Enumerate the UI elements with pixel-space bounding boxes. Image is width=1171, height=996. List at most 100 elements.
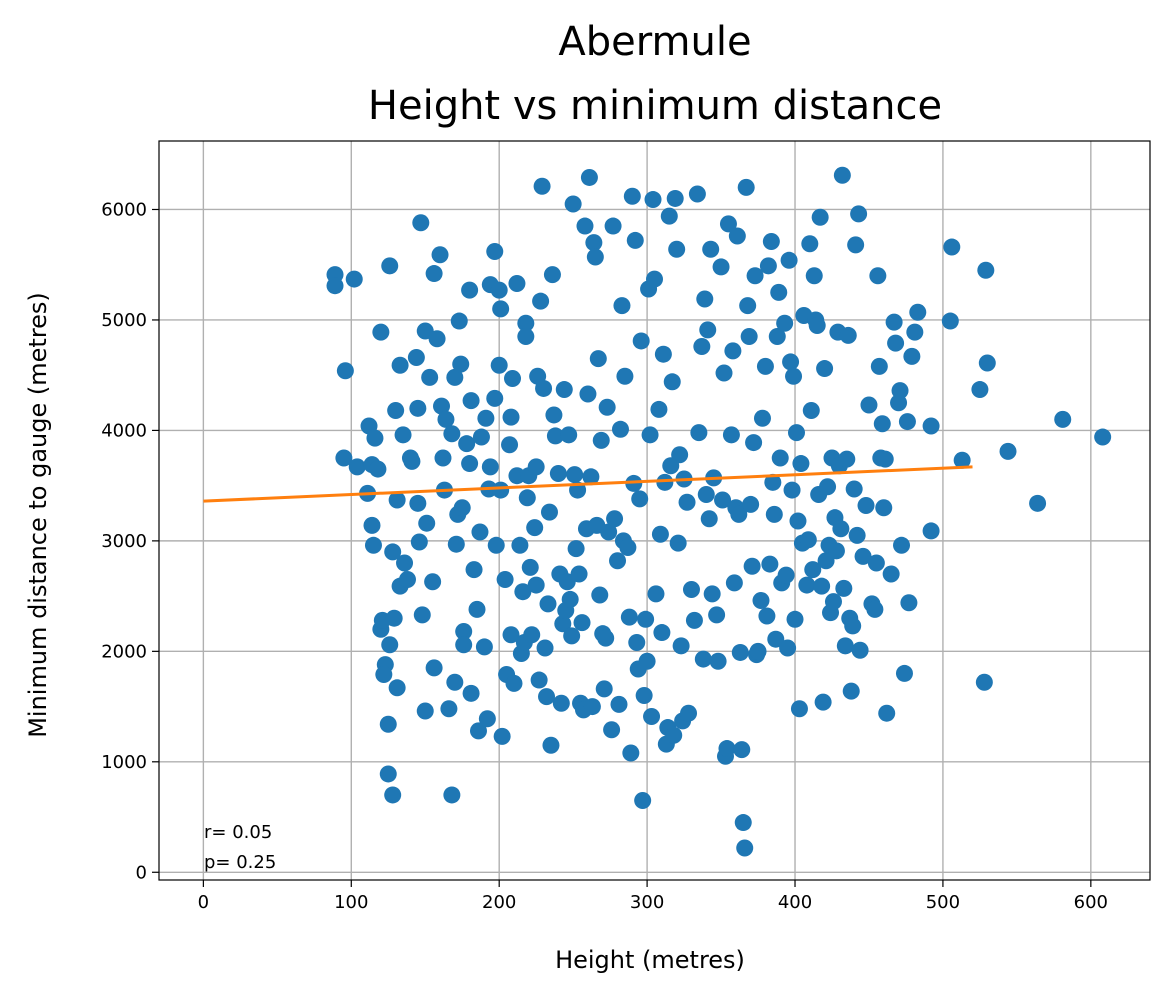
data-point: [685, 611, 703, 629]
data-point: [688, 185, 706, 203]
data-point: [770, 283, 788, 301]
data-point: [626, 231, 644, 249]
data-point: [563, 627, 581, 645]
data-point: [409, 399, 427, 417]
data-point: [379, 765, 397, 783]
data-point: [637, 610, 655, 628]
data-point: [722, 426, 740, 444]
data-point: [756, 357, 774, 375]
chart-title-line-1: Abermule: [558, 19, 752, 65]
data-point: [876, 450, 894, 468]
data-point: [387, 402, 405, 420]
data-point: [450, 312, 468, 330]
data-point: [492, 481, 510, 499]
data-point: [582, 468, 600, 486]
data-point: [1054, 410, 1072, 428]
data-point: [787, 424, 805, 442]
data-point: [424, 573, 442, 591]
data-point: [656, 473, 674, 491]
data-point: [953, 451, 971, 469]
data-point: [496, 571, 514, 589]
data-point: [481, 458, 499, 476]
data-point: [421, 368, 439, 386]
data-point: [407, 349, 425, 367]
x-tick-label: 500: [926, 892, 960, 913]
data-point: [762, 233, 780, 251]
data-point: [682, 580, 700, 598]
data-point: [786, 610, 804, 628]
data-point: [699, 321, 717, 339]
data-point: [663, 373, 681, 391]
data-point: [671, 446, 689, 464]
data-point: [870, 357, 888, 375]
data-point: [554, 615, 572, 633]
data-point: [715, 364, 733, 382]
data-point: [764, 473, 782, 491]
y-tick-label: 4000: [101, 420, 147, 441]
data-point: [922, 522, 940, 540]
data-point: [866, 600, 884, 618]
data-point: [742, 495, 760, 513]
data-point: [749, 642, 767, 660]
data-point: [381, 636, 399, 654]
data-point: [345, 270, 363, 288]
data-point: [613, 297, 631, 315]
data-point: [653, 624, 671, 642]
data-point: [668, 240, 686, 258]
data-point: [943, 238, 961, 256]
data-point: [493, 727, 511, 745]
data-point: [530, 671, 548, 689]
fit-line: [203, 465, 973, 503]
data-point: [799, 531, 817, 549]
p-value-annotation: p= 0.25: [204, 852, 276, 873]
data-point: [631, 490, 649, 508]
data-point: [583, 698, 601, 716]
data-point: [465, 561, 483, 579]
data-point: [455, 636, 473, 654]
data-point: [452, 355, 470, 373]
data-point: [848, 526, 866, 544]
data-point: [385, 609, 403, 627]
data-point: [789, 512, 807, 530]
data-point: [409, 494, 427, 512]
data-point: [759, 257, 777, 275]
data-point: [527, 576, 545, 594]
data-point: [746, 267, 764, 285]
data-point: [597, 629, 615, 647]
data-point: [552, 694, 570, 712]
data-point: [504, 369, 522, 387]
x-tick-label: 0: [198, 892, 209, 913]
data-point: [514, 583, 532, 601]
data-point: [455, 622, 473, 640]
data-point: [785, 367, 803, 385]
data-point: [666, 189, 684, 207]
y-axis-label: Minimum distance to gauge (metres): [24, 292, 52, 738]
y-tick-label: 5000: [101, 310, 147, 331]
data-point: [678, 493, 696, 511]
data-point: [802, 402, 820, 420]
data-point: [824, 593, 842, 611]
data-point: [620, 608, 638, 626]
data-point: [477, 409, 495, 427]
data-point: [783, 481, 801, 499]
data-point: [878, 704, 896, 722]
data-point: [564, 195, 582, 213]
data-point: [634, 791, 652, 809]
data-point: [638, 652, 656, 670]
data-point: [606, 510, 624, 528]
data-point: [665, 726, 683, 744]
data-point: [1029, 494, 1047, 512]
data-point: [647, 585, 665, 603]
data-point: [819, 478, 837, 496]
data-point: [410, 533, 428, 551]
data-point: [511, 536, 529, 554]
data-point: [737, 178, 755, 196]
data-point: [566, 466, 584, 484]
data-point: [734, 814, 752, 832]
data-point: [538, 688, 556, 706]
data-point: [453, 499, 471, 517]
data-point: [595, 680, 613, 698]
y-tick-label: 2000: [101, 641, 147, 662]
data-point: [589, 350, 607, 368]
